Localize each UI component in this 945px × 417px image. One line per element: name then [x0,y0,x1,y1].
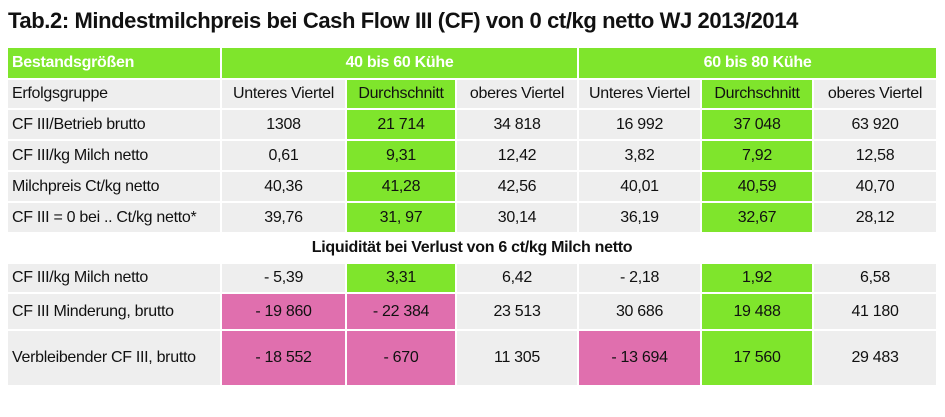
cell: Unteres Viertel [220,78,347,110]
cell: 39,76 [220,201,347,234]
cell: 32,67 [700,201,815,234]
cell: - 18 552 [220,329,347,387]
cell: 17 560 [700,329,815,387]
table-row: Milchpreis Ct/kg netto 40,36 41,28 42,56 40,… [6,170,939,203]
cell: 40,70 [812,170,939,203]
cell: 42,56 [454,170,580,203]
cell: 36,19 [577,201,703,234]
cell: 11 305 [454,329,580,387]
section-title: Liquidität bei Verlust von 6 ct/kg Milch… [5,232,939,264]
cell: 63 920 [812,108,939,141]
cell: - 5,39 [220,262,347,294]
cell: 16 992 [577,108,703,141]
cell: 41,28 [345,170,457,203]
row-label: CF III = 0 bei .. Ct/kg netto* [6,201,222,234]
cell: 12,42 [454,139,580,172]
cell: - 22 384 [345,292,457,331]
section-row: Liquidität bei Verlust von 6 ct/kg Milch… [5,232,939,264]
group-header-row: Bestandsgrößen 40 bis 60 Kühe 60 bis 80 … [6,46,939,80]
table: Bestandsgrößen 40 bis 60 Kühe 60 bis 80 … [5,46,939,387]
header-cell: 40 bis 60 Kühe [219,46,580,80]
cell: 40,59 [700,170,815,203]
cell: 29 483 [812,329,939,387]
cell: 3,31 [345,262,457,294]
row-label: Milchpreis Ct/kg netto [6,170,222,203]
cell: oberes Viertel [454,78,580,110]
title: Tab.2: Mindestmilchpreis bei Cash Flow I… [8,8,798,33]
table-row: CF III Minderung, brutto - 19 860- 22 384… [6,292,939,331]
cell: Durchschnitt [345,78,457,110]
table-row: CF III = 0 bei .. Ct/kg netto* 39,76 31, 9… [6,201,939,234]
cell: 34 818 [454,108,580,141]
cell: 3,82 [577,139,703,172]
cell: 23 513 [454,292,580,331]
cell: 19 488 [700,292,815,331]
cell: 30,14 [454,201,580,234]
cell: Unteres Viertel [577,78,703,110]
table-body: Bestandsgrößen 40 bis 60 Kühe 60 bis 80 … [5,46,939,387]
table-row: CF III/kg Milch netto 0,61 9,31 12,42 3,82 7,… [6,139,939,172]
cell: 1308 [220,108,347,141]
table-row: CF III/kg Milch netto - 5,39 3,31 6,42- 2,1… [6,262,939,294]
cell: 6,58 [812,262,939,294]
cell: 41 180 [812,292,939,331]
row-label: CF III/kg Milch netto [6,139,222,172]
cell: 31, 97 [345,201,457,234]
row-label: Erfolgsgruppe [6,78,222,110]
cell: - 13 694 [577,329,703,387]
cell: 12,58 [812,139,939,172]
cell: 9,31 [345,139,457,172]
header-cell: 60 bis 80 Kühe [577,46,939,80]
row-label: CF III Minderung, brutto [6,292,222,331]
cell: 30 686 [577,292,703,331]
cell: - 2,18 [577,262,703,294]
cell: Durchschnitt [700,78,815,110]
table-row: Verbleibender CF III, brutto - 18 552- 67… [6,329,939,387]
cell: 40,36 [220,170,347,203]
cell: 0,61 [220,139,347,172]
row-label: CF III/kg Milch netto [6,262,222,294]
cell: 28,12 [812,201,939,234]
cell: oberes Viertel [812,78,939,110]
cell: - 19 860 [220,292,347,331]
cell: 7,92 [700,139,815,172]
row-label: Verbleibender CF III, brutto [6,329,222,387]
cell: 40,01 [577,170,703,203]
table-row: CF III/Betrieb brutto 1308 21 714 34 818 16 … [6,108,939,141]
cell: - 670 [345,329,457,387]
row-label: CF III/Betrieb brutto [6,108,222,141]
cell: 37 048 [700,108,815,141]
table-row: Erfolgsgruppe Unteres Viertel Durchschnitt… [6,78,939,110]
cell: 1,92 [700,262,815,294]
cell: 21 714 [345,108,457,141]
cell: 6,42 [454,262,580,294]
header-cell: Bestandsgrößen [6,46,222,80]
